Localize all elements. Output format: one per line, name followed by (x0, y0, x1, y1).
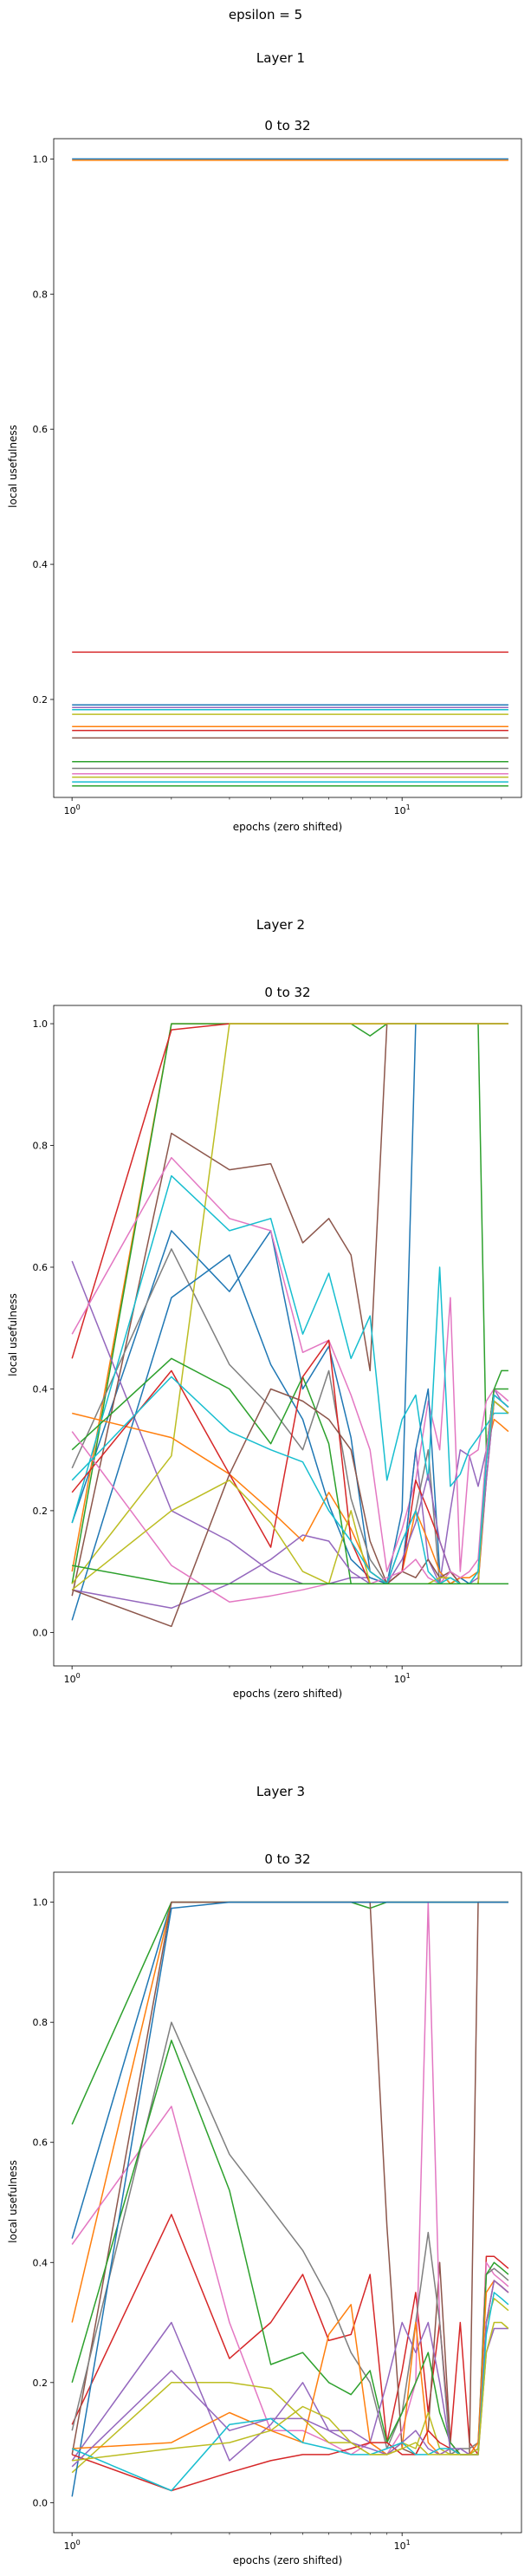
y-tick-label: 1.0 (33, 1897, 49, 1909)
series-line-1 (71, 1901, 508, 2239)
series-line-19 (71, 1376, 509, 1584)
panel-suptitle: Layer 2 (256, 917, 305, 933)
series-line-4 (71, 1023, 508, 1359)
panel-layer-2: Layer 2 0 to 32 epochs (zero shifted) lo… (7, 917, 522, 1700)
series-line-6 (71, 1023, 508, 1597)
x-tick-label: 101 (394, 803, 411, 816)
y-tick-label: 0.4 (33, 1383, 49, 1395)
series-line-8 (71, 2039, 509, 2456)
chart-title: 0 to 32 (264, 118, 310, 133)
series-line-9 (71, 1023, 508, 1584)
y-tick-label: 0.8 (33, 289, 49, 300)
chart-title: 0 to 32 (264, 985, 310, 1000)
y-axis-label: local usefulness (7, 2160, 19, 2243)
x-axis-label: epochs (zero shifted) (233, 1688, 342, 1700)
y-tick-label: 0.2 (33, 694, 49, 706)
series-line-16 (72, 2321, 509, 2462)
y-tick-label: 0.8 (33, 2017, 49, 2028)
y-tick-label: 0.2 (33, 2378, 49, 2389)
y-tick-label: 0.4 (33, 2257, 49, 2268)
series-line-15 (72, 1400, 509, 1610)
x-tick-label: 101 (394, 1672, 411, 1685)
plot-frame (53, 138, 522, 798)
series-line-20 (72, 1564, 508, 1584)
y-tick-label: 0.0 (33, 2497, 49, 2508)
series-line-7 (71, 1156, 509, 1572)
figure-suptitle: epsilon = 5 (229, 7, 302, 23)
panel-layer-1: Layer 1 0 to 32 epochs (zero shifted) lo… (7, 50, 522, 833)
panel-layer-3: Layer 3 0 to 32 epochs (zero shifted) lo… (7, 1784, 522, 2566)
series-line-6 (71, 1901, 509, 2456)
chart-title: 0 to 32 (264, 1851, 310, 1867)
series-line-5 (71, 1901, 508, 2456)
x-axis-label: epochs (zero shifted) (233, 2554, 342, 2566)
series-line-12 (72, 2280, 509, 2456)
y-tick-label: 0.2 (33, 1506, 49, 1517)
y-tick-label: 0.8 (33, 1141, 49, 1152)
y-tick-label: 0.6 (33, 1262, 49, 1273)
y-tick-label: 1.0 (33, 1018, 49, 1030)
series-line-8 (71, 1248, 508, 1584)
y-tick-label: 0.4 (33, 559, 49, 570)
series-line-10 (71, 1174, 508, 1524)
series-line-5 (71, 1260, 509, 1584)
y-axis-label: local usefulness (7, 1293, 19, 1376)
y-tick-label: 0.6 (33, 2137, 49, 2149)
x-tick-label: 100 (64, 2539, 81, 2552)
series-line-15 (71, 2292, 509, 2492)
series-line-2 (71, 1023, 508, 1572)
plot-frame (53, 1005, 522, 1667)
y-tick-label: 0.0 (33, 1627, 49, 1638)
series-line-17 (71, 1394, 509, 1603)
y-axis-label: local usefulness (7, 425, 19, 508)
y-tick-label: 0.6 (33, 424, 49, 435)
series-line-11 (71, 1901, 508, 2497)
y-tick-label: 1.0 (33, 153, 49, 165)
plot-frame (53, 1871, 522, 2534)
x-axis-label: epochs (zero shifted) (233, 821, 342, 833)
x-tick-label: 100 (64, 1672, 81, 1685)
x-tick-label: 101 (394, 2539, 411, 2552)
x-tick-label: 100 (64, 803, 81, 816)
panel-suptitle: Layer 1 (256, 50, 305, 66)
panel-suptitle: Layer 3 (256, 1784, 305, 1799)
series-line-10 (71, 2321, 508, 2462)
series-line-14 (71, 1339, 509, 1584)
